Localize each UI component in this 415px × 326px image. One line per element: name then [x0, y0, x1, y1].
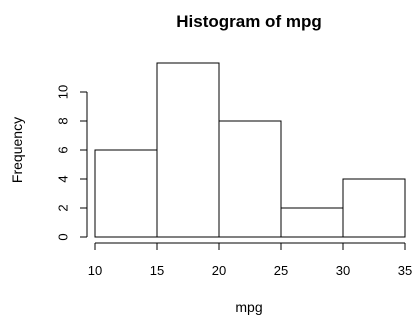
x-axis-label: mpg	[235, 299, 262, 315]
y-tick-label-2: 4	[56, 175, 71, 182]
y-axis: 0 2 4 6 8 10	[56, 85, 88, 241]
x-tick-label-3: 25	[274, 263, 288, 278]
chart-title: Histogram of mpg	[176, 12, 321, 31]
x-axis: 10 15 20 25 30 35	[88, 242, 412, 278]
histogram-bar-0	[94, 149, 158, 238]
y-axis-label: Frequency	[9, 117, 25, 183]
histogram-bar-2	[218, 120, 282, 238]
x-tick-label-5: 35	[398, 263, 412, 278]
y-tick-label-3: 6	[56, 146, 71, 153]
y-tick-label-0: 0	[56, 233, 71, 240]
x-tick-label-1: 15	[150, 263, 164, 278]
histogram-bar-3	[280, 207, 344, 238]
histogram-bar-4	[342, 178, 406, 238]
histogram-bar-1	[156, 62, 220, 238]
y-tick-label-5: 10	[56, 85, 71, 99]
x-tick-label-4: 30	[336, 263, 350, 278]
x-tick-label-0: 10	[88, 263, 102, 278]
x-tick-label-2: 20	[212, 263, 226, 278]
y-tick-label-4: 8	[56, 117, 71, 124]
y-tick-label-1: 2	[56, 204, 71, 211]
bars-group	[94, 62, 406, 238]
